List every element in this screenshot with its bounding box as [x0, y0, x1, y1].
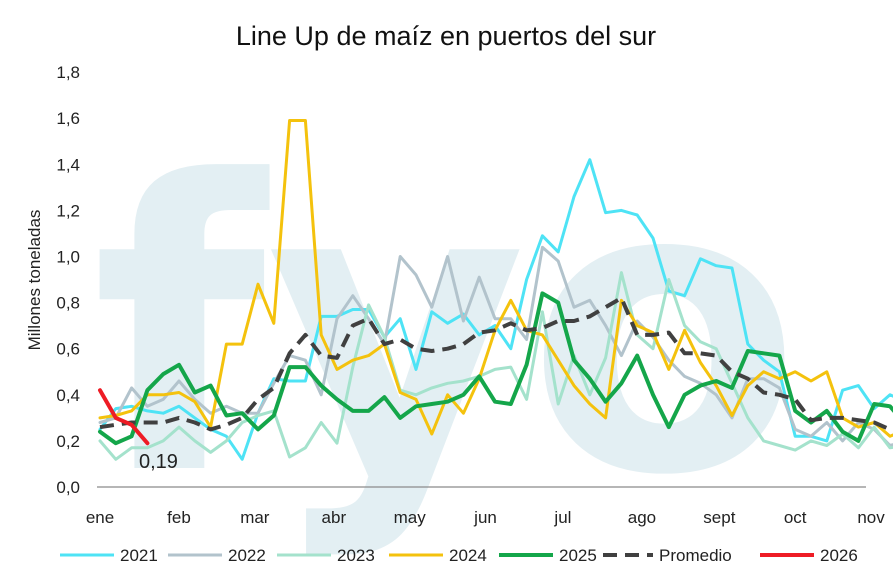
- watermark-text: fyo: [92, 98, 802, 563]
- y-tick-label: 0,0: [56, 478, 80, 497]
- x-tick-label: sept: [703, 508, 735, 527]
- legend-item-2021: 2021: [60, 546, 158, 565]
- y-tick-label: 1,4: [56, 155, 80, 174]
- x-axis-ticks: enefebmarabrmayjunjulagoseptoctnovdic: [86, 508, 885, 527]
- y-tick-label: 1,2: [56, 201, 80, 220]
- x-tick-label: nov: [857, 508, 885, 527]
- x-tick-label: mar: [240, 508, 270, 527]
- legend-item-2025: 2025: [499, 546, 597, 565]
- y-tick-label: 0,6: [56, 340, 80, 359]
- x-tick-label: jul: [553, 508, 571, 527]
- legend-label: 2023: [337, 546, 375, 565]
- y-axis-label: Millones toneladas: [25, 210, 44, 351]
- series-line-promedio: [99, 296, 893, 432]
- legend-item-2026: 2026: [760, 546, 858, 565]
- y-tick-label: 0,2: [56, 432, 80, 451]
- y-axis-ticks: 0,0 0,2 0,4 0,6 0,8 1,0 1,2 1,4 1,6 1,8: [56, 63, 80, 497]
- legend-label: 2024: [449, 546, 487, 565]
- series-line-2022: [98, 245, 893, 447]
- x-tick-label: abr: [322, 508, 347, 527]
- series-layer: [98, 119, 893, 461]
- x-tick-label: ago: [628, 508, 656, 527]
- legend-item-2023: 2023: [277, 546, 375, 565]
- legend-label: 2022: [228, 546, 266, 565]
- y-tick-label: 1,8: [56, 63, 80, 82]
- series-line-2021: [98, 158, 893, 461]
- watermark: fyo: [92, 98, 802, 563]
- legend-label: 2021: [120, 546, 158, 565]
- legend-label: 2026: [820, 546, 858, 565]
- series-line-2025: [98, 291, 893, 446]
- x-tick-label: oct: [784, 508, 807, 527]
- series-line-2024: [98, 119, 893, 438]
- y-tick-label: 1,6: [56, 109, 80, 128]
- last-value-annotation: 0,19: [139, 451, 178, 473]
- chart-title: Line Up de maíz en puertos del sur: [236, 21, 656, 51]
- legend-item-2024: 2024: [389, 546, 487, 565]
- series-line-2023: [98, 271, 893, 461]
- x-tick-label: ene: [86, 508, 114, 527]
- x-tick-label: feb: [167, 508, 191, 527]
- x-tick-label: may: [394, 508, 427, 527]
- y-tick-label: 0,4: [56, 386, 80, 405]
- legend-label: Promedio: [659, 546, 732, 565]
- y-tick-label: 1,0: [56, 248, 80, 267]
- y-tick-label: 0,8: [56, 294, 80, 313]
- legend-label: 2025: [559, 546, 597, 565]
- legend: 2021 2022 2023 2024 2025 Promedio 2026: [60, 546, 858, 565]
- series-line-2026: [98, 388, 150, 446]
- legend-item-2022: 2022: [168, 546, 266, 565]
- x-tick-label: jun: [473, 508, 497, 527]
- legend-item-promedio: Promedio: [603, 546, 732, 565]
